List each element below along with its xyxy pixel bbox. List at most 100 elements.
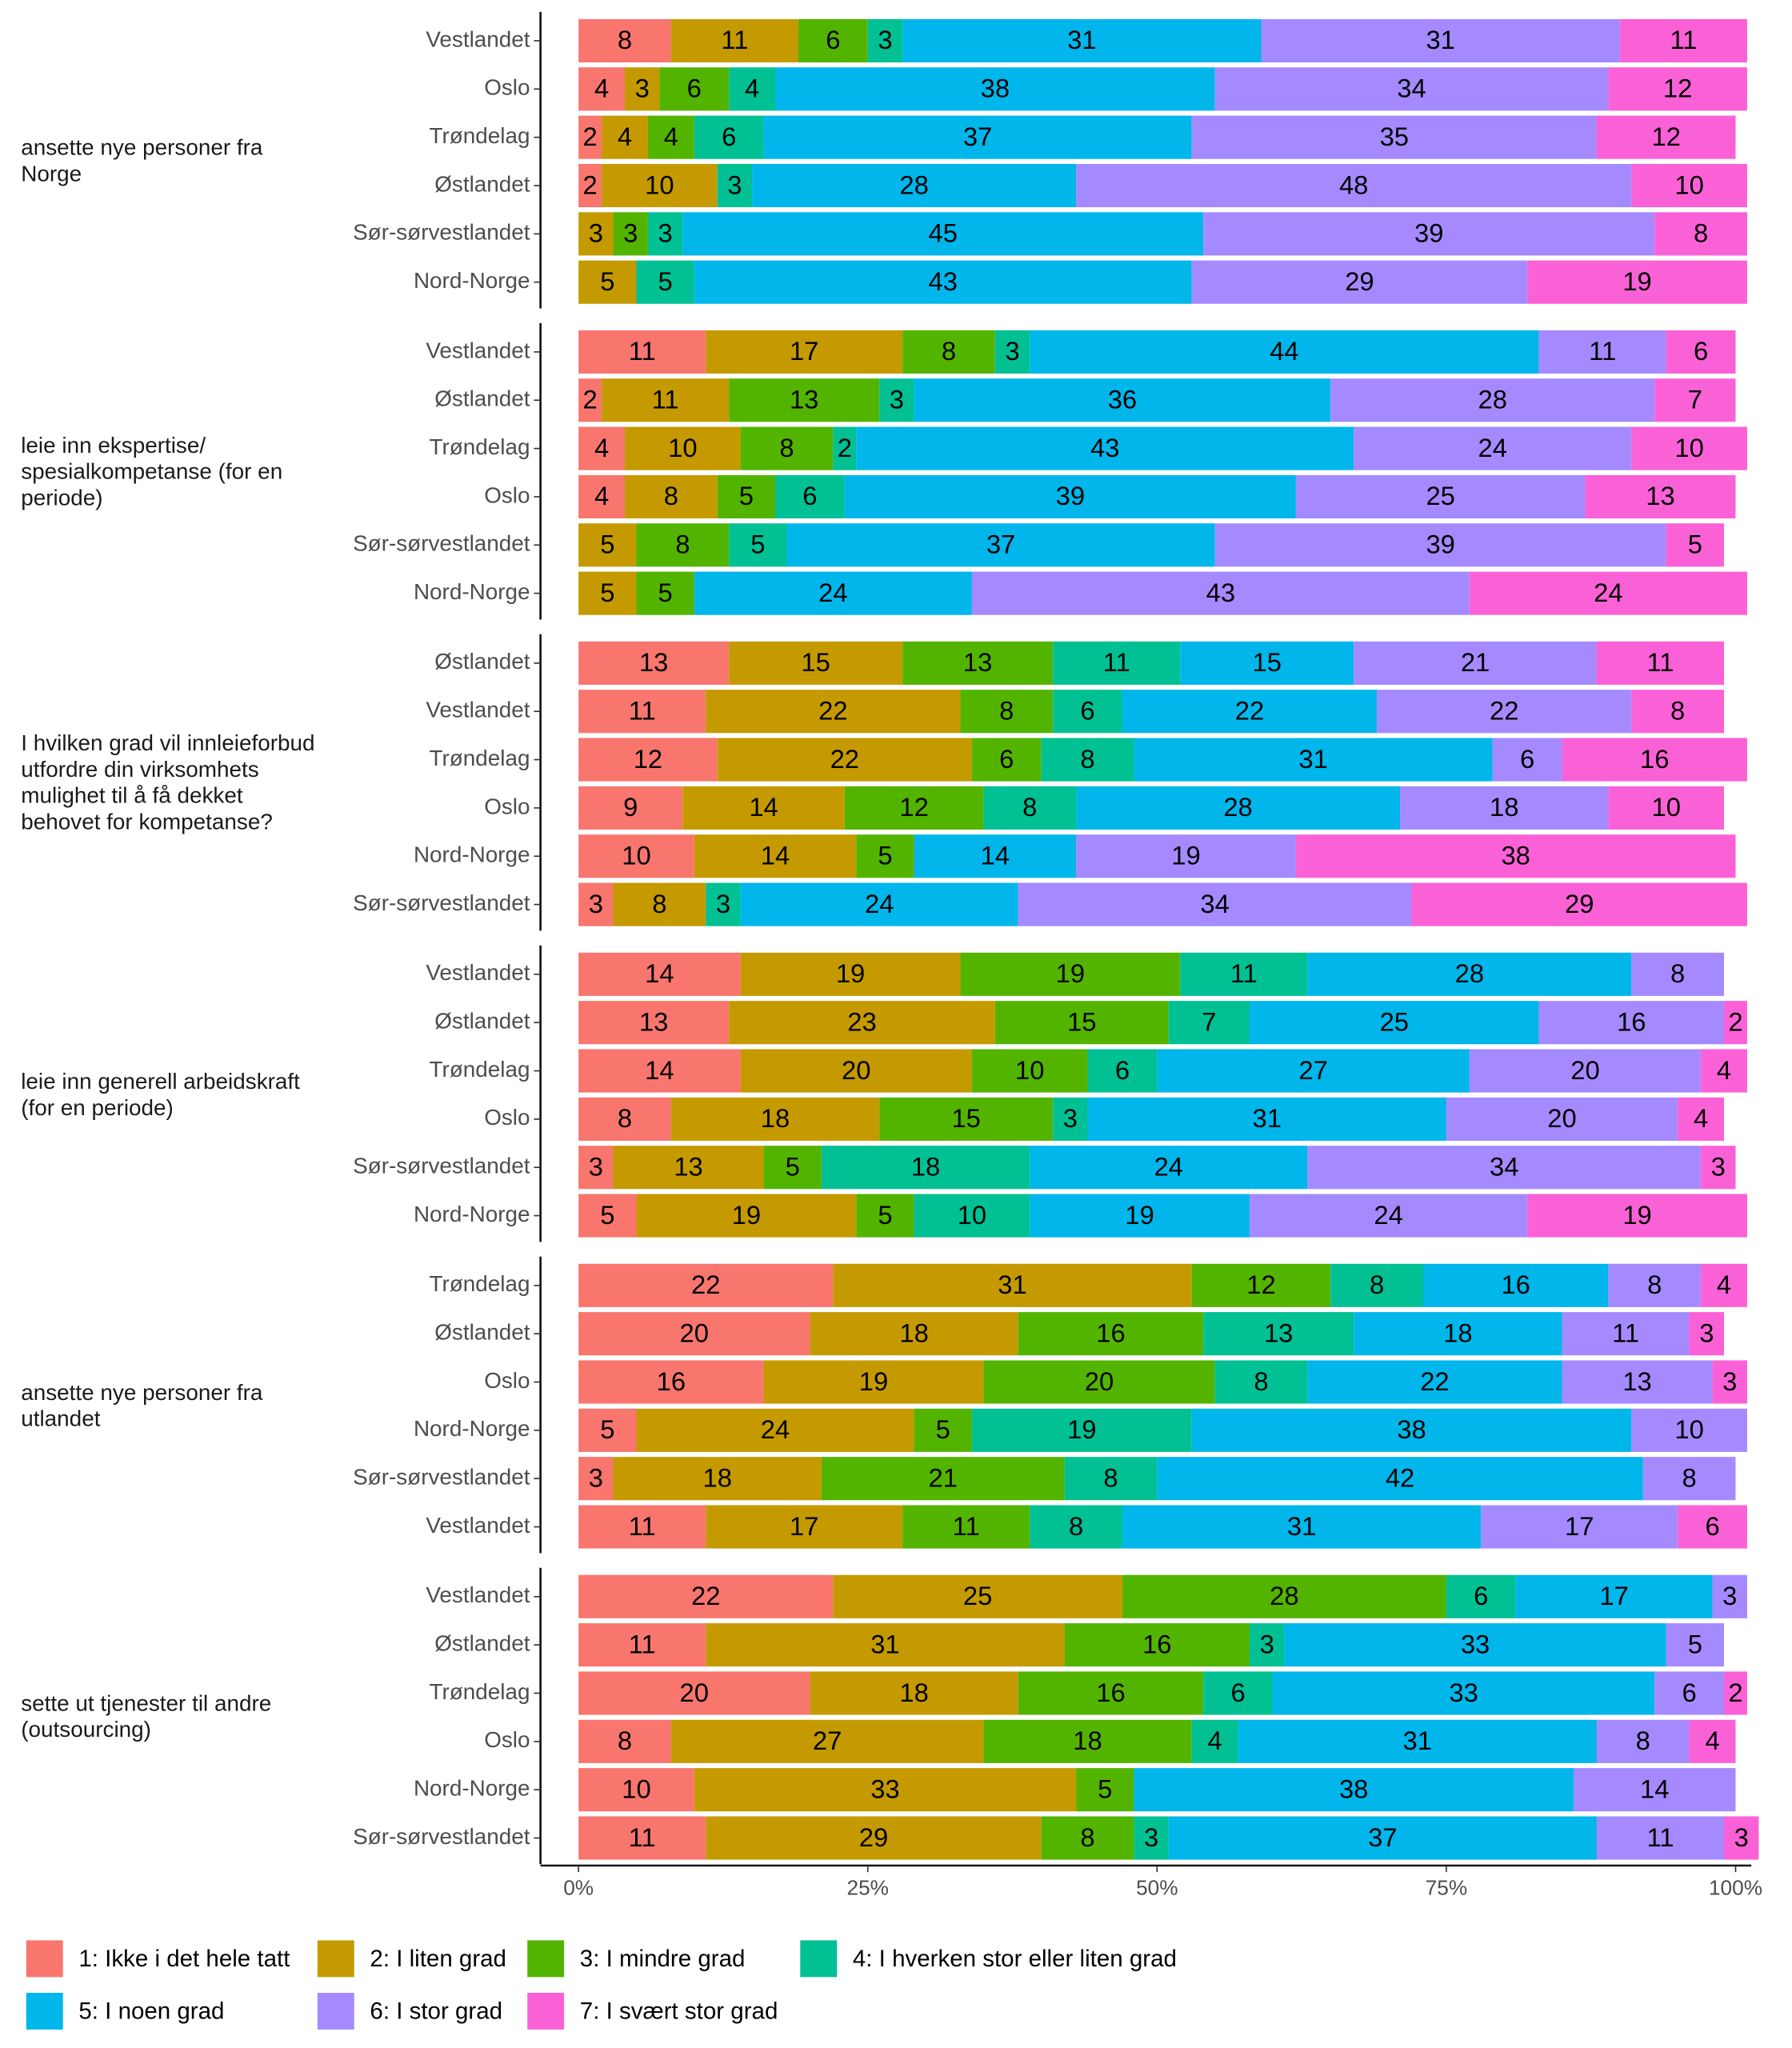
bar-segment [1619, 18, 1747, 63]
bar-segment [983, 786, 1077, 830]
data-label: 3 [623, 218, 638, 248]
y-tick-label: Sør-sørvestlandet [353, 1154, 530, 1178]
bar-segment [578, 571, 637, 615]
data-label: 18 [899, 1318, 928, 1347]
bar-segment [1596, 1719, 1690, 1763]
y-tick-label: Trøndelag [430, 123, 530, 148]
data-label: 11 [953, 1511, 980, 1541]
bar-segment [971, 1049, 1088, 1093]
bar-segment [833, 426, 857, 470]
data-label: 27 [1298, 1055, 1327, 1085]
data-label: 39 [1414, 218, 1443, 248]
bar-segment [1238, 1719, 1597, 1763]
y-tick-label: Østlandet [434, 649, 530, 674]
data-label: 4 [1717, 1270, 1731, 1299]
bar-segment [647, 212, 683, 256]
data-label: 8 [675, 530, 690, 559]
data-label: 19 [732, 1200, 761, 1230]
group-label: sette ut tjenester til andre (outsourcin… [21, 1690, 272, 1742]
data-label: 10 [622, 1774, 650, 1803]
bar-segment [578, 1146, 614, 1190]
data-label: 22 [818, 696, 847, 726]
y-tick-label: Trøndelag [430, 1271, 530, 1296]
bar-segment [1191, 1719, 1238, 1763]
data-label: 14 [981, 841, 1010, 870]
data-label: 5 [1688, 530, 1702, 559]
data-label: 3 [1711, 1152, 1726, 1182]
bar-segment [1053, 690, 1122, 734]
data-label: 4 [1705, 1726, 1719, 1755]
bar-segment [1191, 260, 1528, 304]
bar-segment [670, 18, 798, 63]
data-label: 3 [878, 25, 892, 54]
data-label: 20 [680, 1678, 709, 1707]
group-label: ansette nye personer fra utlandet [21, 1379, 263, 1431]
legend-key [527, 1993, 565, 2030]
data-label: 4 [745, 74, 759, 103]
bar-segment [740, 1049, 972, 1093]
data-label: 8 [942, 336, 956, 366]
data-label: 24 [761, 1414, 790, 1444]
x-tick-label: 25% [847, 1875, 889, 1899]
bar-segment [1030, 1194, 1250, 1238]
y-tick-label: Vestlandet [426, 698, 530, 722]
data-label: 15 [951, 1103, 980, 1133]
bar-segment [1180, 952, 1308, 996]
bar-segment [1527, 260, 1747, 304]
data-label: 8 [664, 481, 678, 510]
y-tick-label: Trøndelag [430, 1679, 530, 1704]
data-label: 10 [1674, 433, 1703, 462]
bar-segment [1307, 1146, 1702, 1190]
bar-segment [971, 1408, 1192, 1452]
bar-segment [1250, 1194, 1528, 1238]
data-label: 5 [936, 1414, 950, 1444]
data-label: 17 [790, 1511, 818, 1541]
data-label: 5 [600, 530, 614, 559]
bar-segment [1134, 1768, 1574, 1812]
data-label: 7 [1202, 1006, 1216, 1036]
data-label: 4 [1694, 1103, 1708, 1133]
bar-segment [578, 1816, 706, 1860]
bar-segment [1631, 1408, 1747, 1452]
data-label: 42 [1386, 1462, 1414, 1492]
data-label: 5 [658, 266, 673, 296]
bar-segment [578, 1671, 810, 1715]
bar-segment [1053, 1097, 1088, 1141]
bar-segment [636, 260, 694, 304]
data-label: 6 [1230, 1678, 1245, 1707]
data-label: 31 [1067, 25, 1096, 54]
bar-segment [694, 115, 764, 159]
y-tick-label: Vestlandet [426, 26, 530, 51]
bar-segment [1481, 1505, 1678, 1549]
data-label: 34 [1200, 889, 1229, 918]
bar-segment [1631, 426, 1747, 470]
data-label: 18 [1443, 1318, 1472, 1347]
bar-segment [1712, 1574, 1747, 1618]
data-label: 19 [1171, 841, 1200, 870]
bar-segment [1492, 738, 1562, 782]
data-label: 3 [1063, 1103, 1078, 1133]
bar-segment [1203, 1312, 1354, 1356]
data-label: 9 [623, 792, 638, 822]
bar-segment [625, 474, 718, 519]
bar-segment [902, 1505, 1030, 1549]
bar-segment [1678, 1505, 1747, 1549]
data-label: 20 [1570, 1055, 1599, 1085]
group-label: leie inn ekspertise/ spesialkompetanse (… [21, 433, 283, 511]
data-label: 10 [1674, 170, 1703, 199]
bar-segment [1642, 1457, 1736, 1501]
bar-segment [1354, 1312, 1562, 1356]
bar-segment [856, 426, 1354, 470]
bar-segment [694, 1768, 1077, 1812]
bar-segment [682, 786, 845, 830]
legend-key [800, 1940, 838, 1978]
legend-label: 4: I hverken stor eller liten grad [853, 1946, 1177, 1972]
data-label: 5 [600, 578, 614, 607]
y-tick-label: Østlandet [434, 386, 530, 411]
data-label: 5 [739, 481, 754, 510]
bar-segment [1076, 834, 1296, 878]
group-label-box: ansette nye personer fra utlandet [21, 1379, 263, 1431]
bar-segment [1596, 641, 1725, 685]
data-label: 43 [1090, 433, 1119, 462]
data-label: 22 [1490, 696, 1518, 726]
